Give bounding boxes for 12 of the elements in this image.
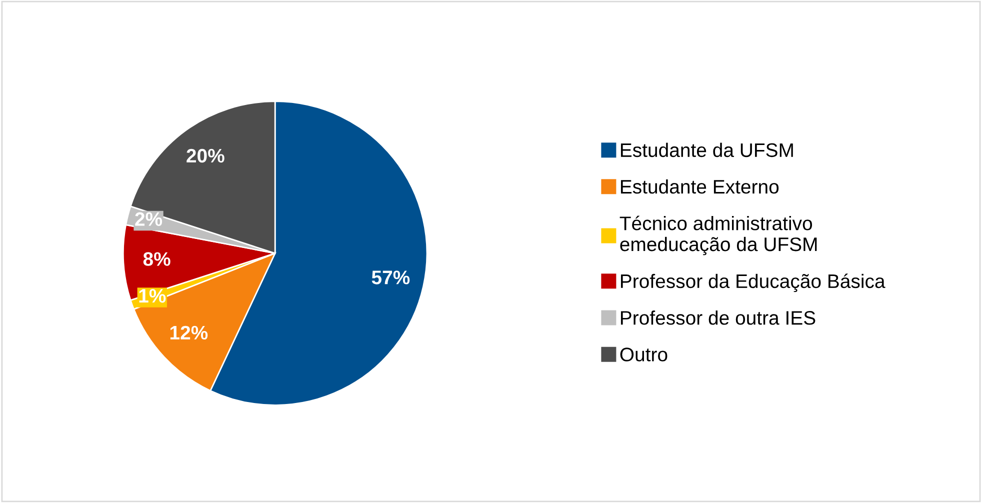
data-label: 1% xyxy=(139,289,166,303)
legend-label: Estudante da UFSM xyxy=(620,142,793,158)
data-label: 8% xyxy=(143,252,170,266)
legend-label: Professor da Educação Básica xyxy=(620,274,886,292)
data-label: 20% xyxy=(186,148,224,163)
data-label: 57% xyxy=(372,270,410,284)
legend-label: Professor de outra IES xyxy=(620,310,816,325)
data-label: 2% xyxy=(135,212,162,226)
legend-label: Outro xyxy=(620,348,668,362)
legend-label: Estudante Externo xyxy=(620,179,779,194)
legend-label: Técnico administrativo emeducação da UFSM xyxy=(620,216,817,256)
data-label: 12% xyxy=(170,326,208,340)
